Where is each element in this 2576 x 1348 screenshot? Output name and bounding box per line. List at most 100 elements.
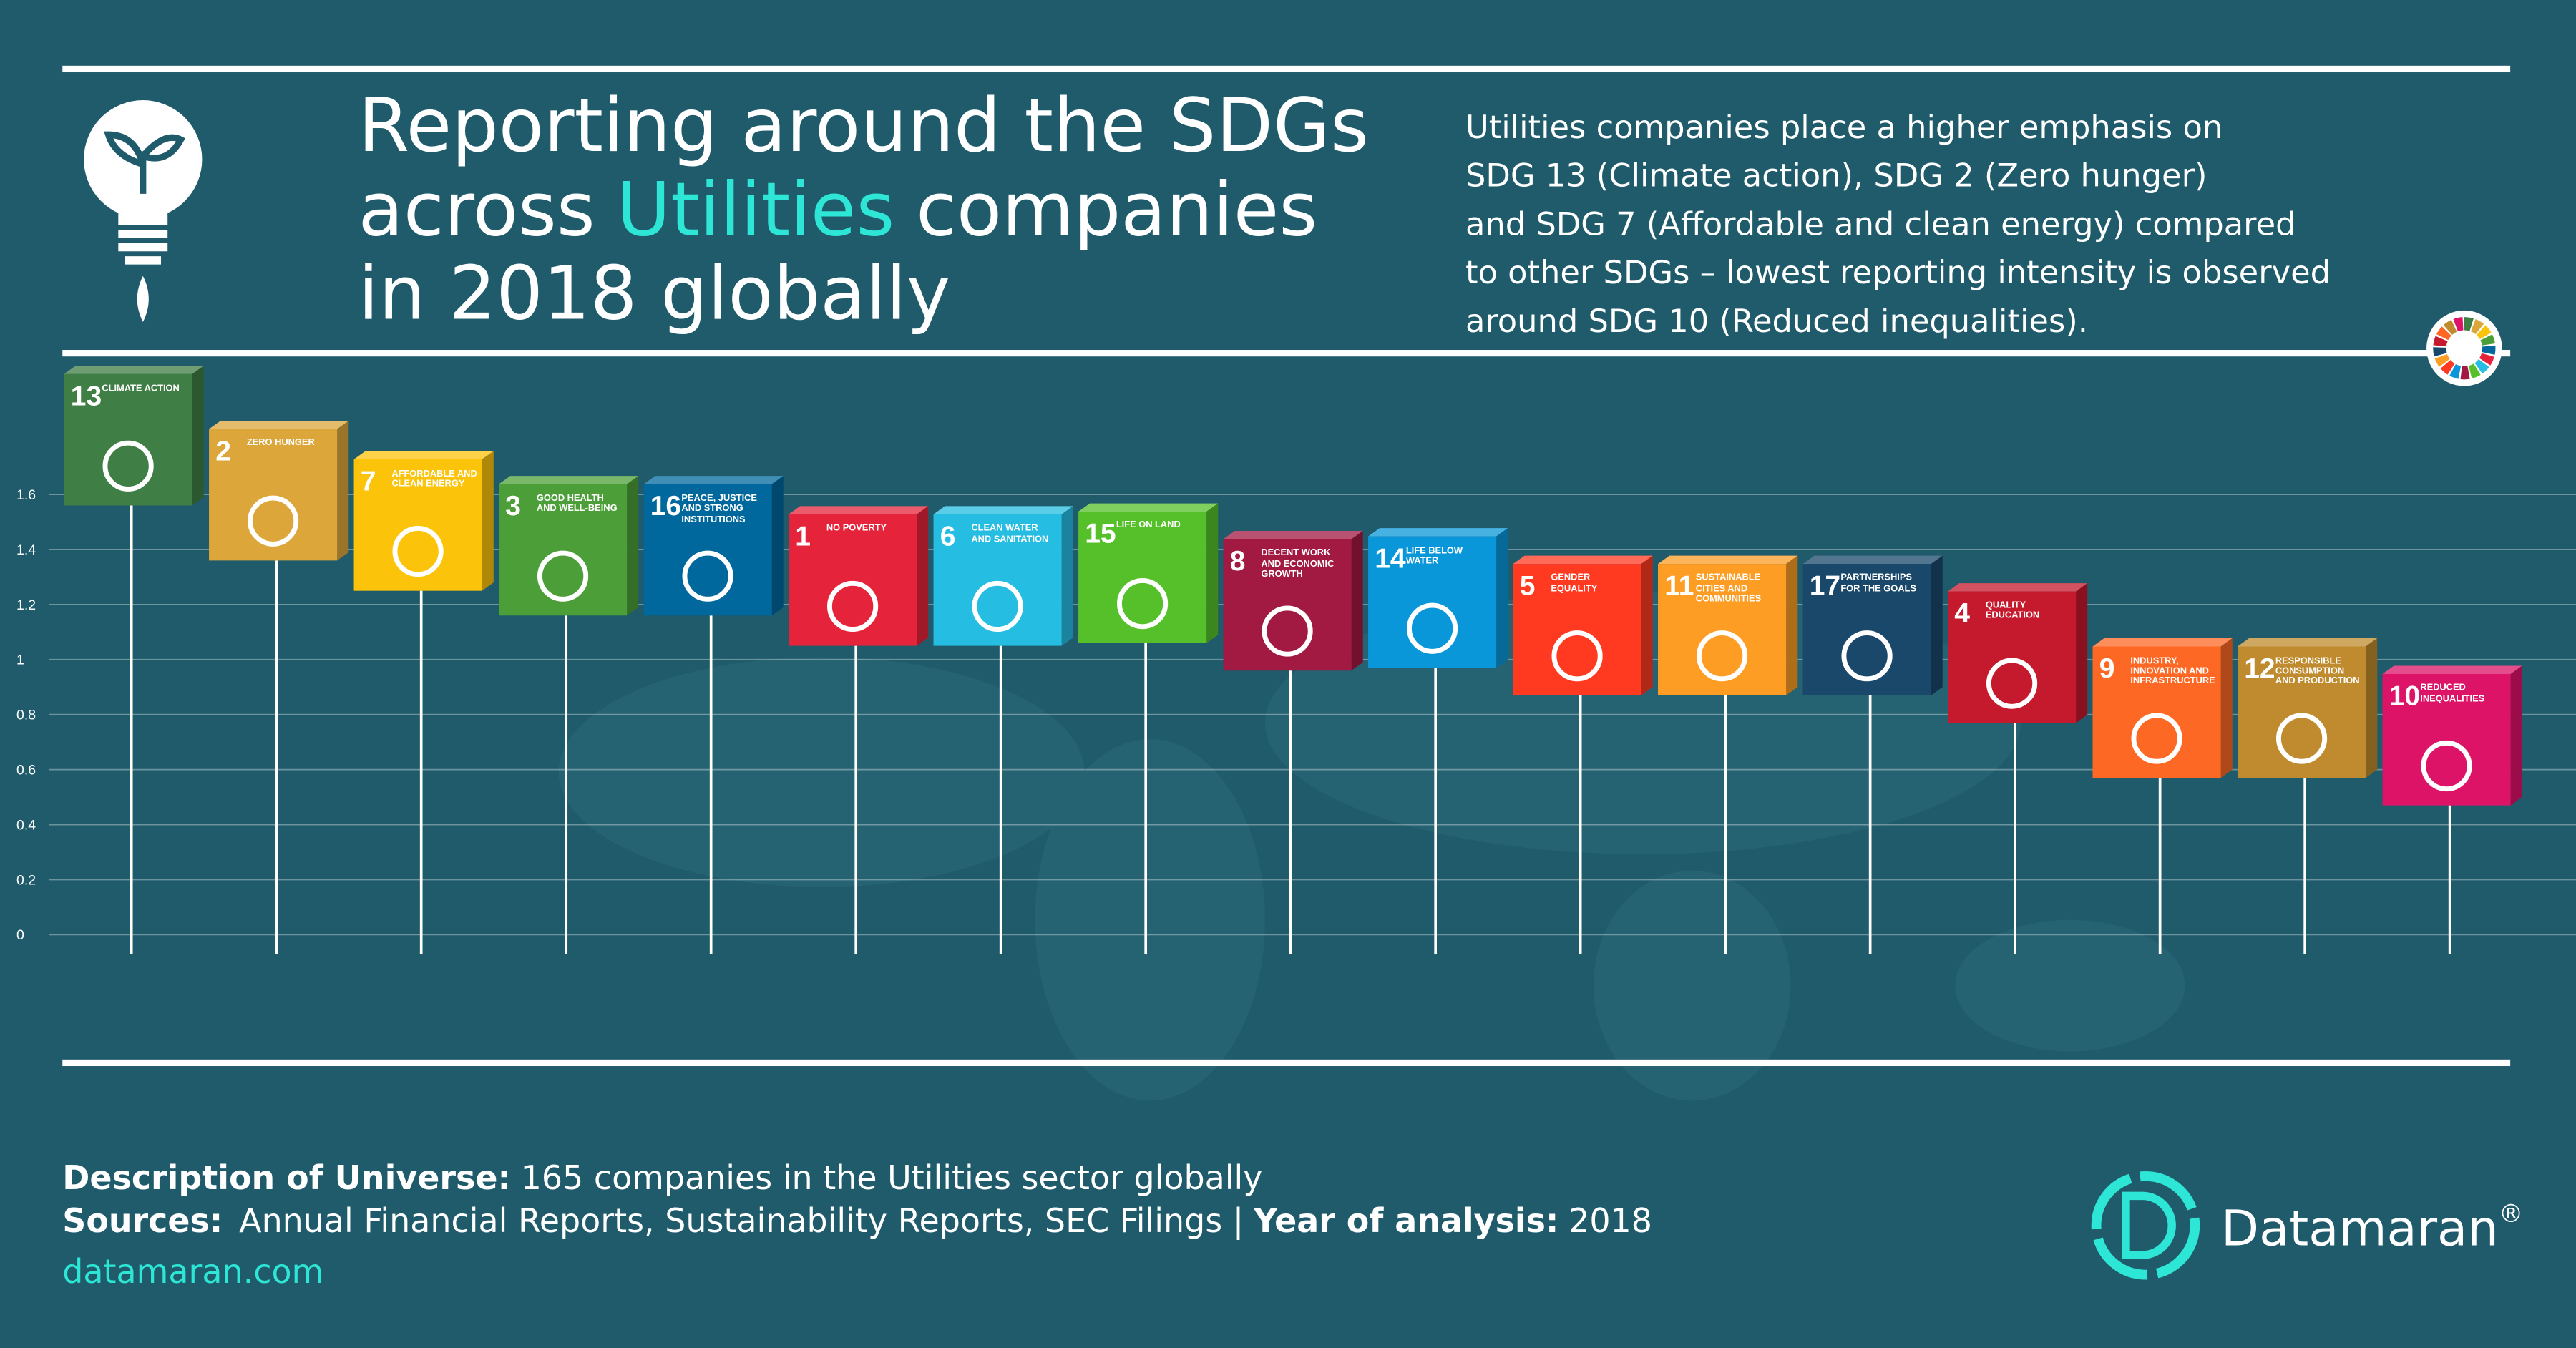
box-side-shade — [2366, 638, 2378, 778]
summary-line: SDG 13 (Climate action), SDG 2 (Zero hun… — [1465, 157, 2207, 195]
sdg-icon — [1116, 578, 1169, 630]
footer-label: Year of analysis: — [1253, 1201, 1558, 1240]
box-side-shade — [1351, 531, 1363, 671]
sdg-name-box: QUALITY EDUCATION — [1985, 601, 2040, 622]
sdg-name-box: REDUCED INEQUALITIES — [2420, 684, 2484, 705]
box-top-shade — [1368, 528, 1508, 537]
box-top — [64, 366, 204, 374]
summary-line: and SDG 7 (Affordable and clean energy) … — [1465, 205, 2296, 243]
sdg-icon — [537, 550, 589, 602]
logo-name: Datamaran — [2221, 1200, 2499, 1257]
box-top — [789, 506, 929, 514]
box-side-shade — [771, 476, 784, 616]
sdg-number: 2 — [215, 436, 231, 467]
box-side-shade — [1496, 528, 1508, 668]
box-side — [2366, 638, 2378, 778]
lightbulb-icon — [84, 100, 203, 322]
sdg-number: 8 — [1230, 546, 1246, 577]
box-top — [209, 421, 349, 429]
wheel-segment — [2433, 317, 2496, 380]
box-top-shade — [499, 476, 639, 484]
sdg-icon — [972, 580, 1023, 633]
sdg-box — [2092, 646, 2221, 778]
title-part: across — [358, 167, 595, 253]
y-tick-label: 0.6 — [16, 763, 36, 778]
sdg-name: QUALITY EDUCATION — [1985, 601, 2040, 622]
box-top-shade — [209, 421, 349, 429]
sdg-box — [2382, 673, 2511, 806]
sdg-name-box: GOOD HEALTH AND WELL-BEING — [536, 494, 618, 514]
sdg-name: RESPONSIBLE CONSUMPTION AND PRODUCTION — [2275, 656, 2360, 688]
box-top-shade — [1658, 555, 1798, 565]
sdg-icon — [2131, 713, 2182, 764]
sdg-number: 12 — [2244, 653, 2275, 684]
sdg-number: 3 — [505, 491, 521, 522]
sdg-box — [64, 373, 192, 506]
y-tick-label: 0.4 — [16, 817, 36, 833]
sdg-number: 9 — [2099, 653, 2115, 684]
box-top — [1658, 555, 1798, 565]
sdg-name-box: CLIMATE ACTION — [102, 384, 179, 394]
logo-mark: ® — [2499, 1200, 2523, 1229]
sdg-name: PARTNERSHIPS FOR THE GOALS — [1840, 573, 1916, 595]
box-top — [1948, 583, 2088, 592]
y-tick-label: 1.4 — [16, 542, 36, 558]
box-side — [1351, 531, 1363, 671]
sdg-name: GOOD HEALTH AND WELL-BEING — [536, 494, 618, 514]
sdg-box — [1658, 564, 1787, 695]
sdg-icon — [1986, 658, 2038, 709]
sdg-number: 7 — [361, 467, 376, 497]
sdg-name: DECENT WORK AND ECONOMIC GROWTH — [1261, 549, 1335, 580]
sdg-box — [1368, 536, 1497, 668]
box-top-shade — [789, 506, 929, 514]
sdg-name: NO POVERTY — [826, 524, 887, 534]
wheel-segment — [2433, 317, 2496, 380]
box-side — [1206, 503, 1219, 643]
sdg-name-box: GENDER EQUALITY — [1551, 574, 1597, 595]
sdg-icon — [392, 525, 444, 577]
box-side — [1061, 506, 1073, 646]
sdg-name: CLEAN WATER AND SANITATION — [971, 524, 1049, 545]
sdg-name-box: PEACE, JUSTICE AND STRONG INSTITUTIONS — [681, 494, 757, 525]
footer-text: Annual Financial Reports, Sustainability… — [239, 1201, 1244, 1241]
sdg-icon — [1406, 602, 1458, 654]
sdg-icon — [1841, 630, 1893, 682]
sdg-name-box: LIFE BELOW WATER — [1405, 546, 1463, 567]
box-side — [627, 476, 639, 616]
sdg-box — [499, 484, 628, 616]
website[interactable]: datamaran.com — [62, 1252, 323, 1291]
box-top-shade — [2238, 638, 2378, 647]
box-side-shade — [2510, 665, 2522, 806]
y-tick-label: 0 — [16, 927, 24, 943]
sdg-box — [1223, 539, 1352, 671]
sdg-name: PEACE, JUSTICE AND STRONG INSTITUTIONS — [681, 494, 757, 525]
sdg-number: 14 — [1375, 543, 1406, 574]
sdg-icon — [2421, 740, 2472, 792]
box-top — [1078, 503, 1219, 512]
title-part: companies — [916, 167, 1317, 253]
sdg-name-box: PARTNERSHIPS FOR THE GOALS — [1840, 573, 1916, 595]
sdg-name: LIFE BELOW WATER — [1405, 546, 1463, 567]
sdg-name-box: LIFE ON LAND — [1116, 522, 1181, 532]
box-top — [643, 476, 784, 484]
footer-label: Sources: — [62, 1201, 223, 1240]
box-side — [482, 451, 494, 591]
box-side-shade — [1931, 555, 1943, 695]
sdg-number: 16 — [650, 491, 681, 522]
box-side — [1786, 555, 1798, 695]
box-side — [337, 421, 349, 561]
box-top — [499, 476, 639, 484]
box-top-shade — [933, 506, 1073, 514]
title-line: Reporting around the SDGs — [358, 83, 1369, 169]
box-top-shade — [1802, 555, 1943, 565]
box-top-shade — [2092, 638, 2233, 647]
sdg-number: 11 — [1664, 571, 1694, 602]
summary-line: Utilities companies place a higher empha… — [1465, 108, 2223, 146]
sdg-icon — [1551, 630, 1603, 682]
y-tick-label: 0.8 — [16, 708, 36, 723]
box-side — [192, 366, 204, 506]
box-side — [1496, 528, 1508, 668]
box-side-shade — [2220, 638, 2233, 778]
box-side — [2510, 665, 2522, 806]
sdg-name-box: AFFORDABLE AND CLEAN ENERGY — [391, 469, 477, 490]
